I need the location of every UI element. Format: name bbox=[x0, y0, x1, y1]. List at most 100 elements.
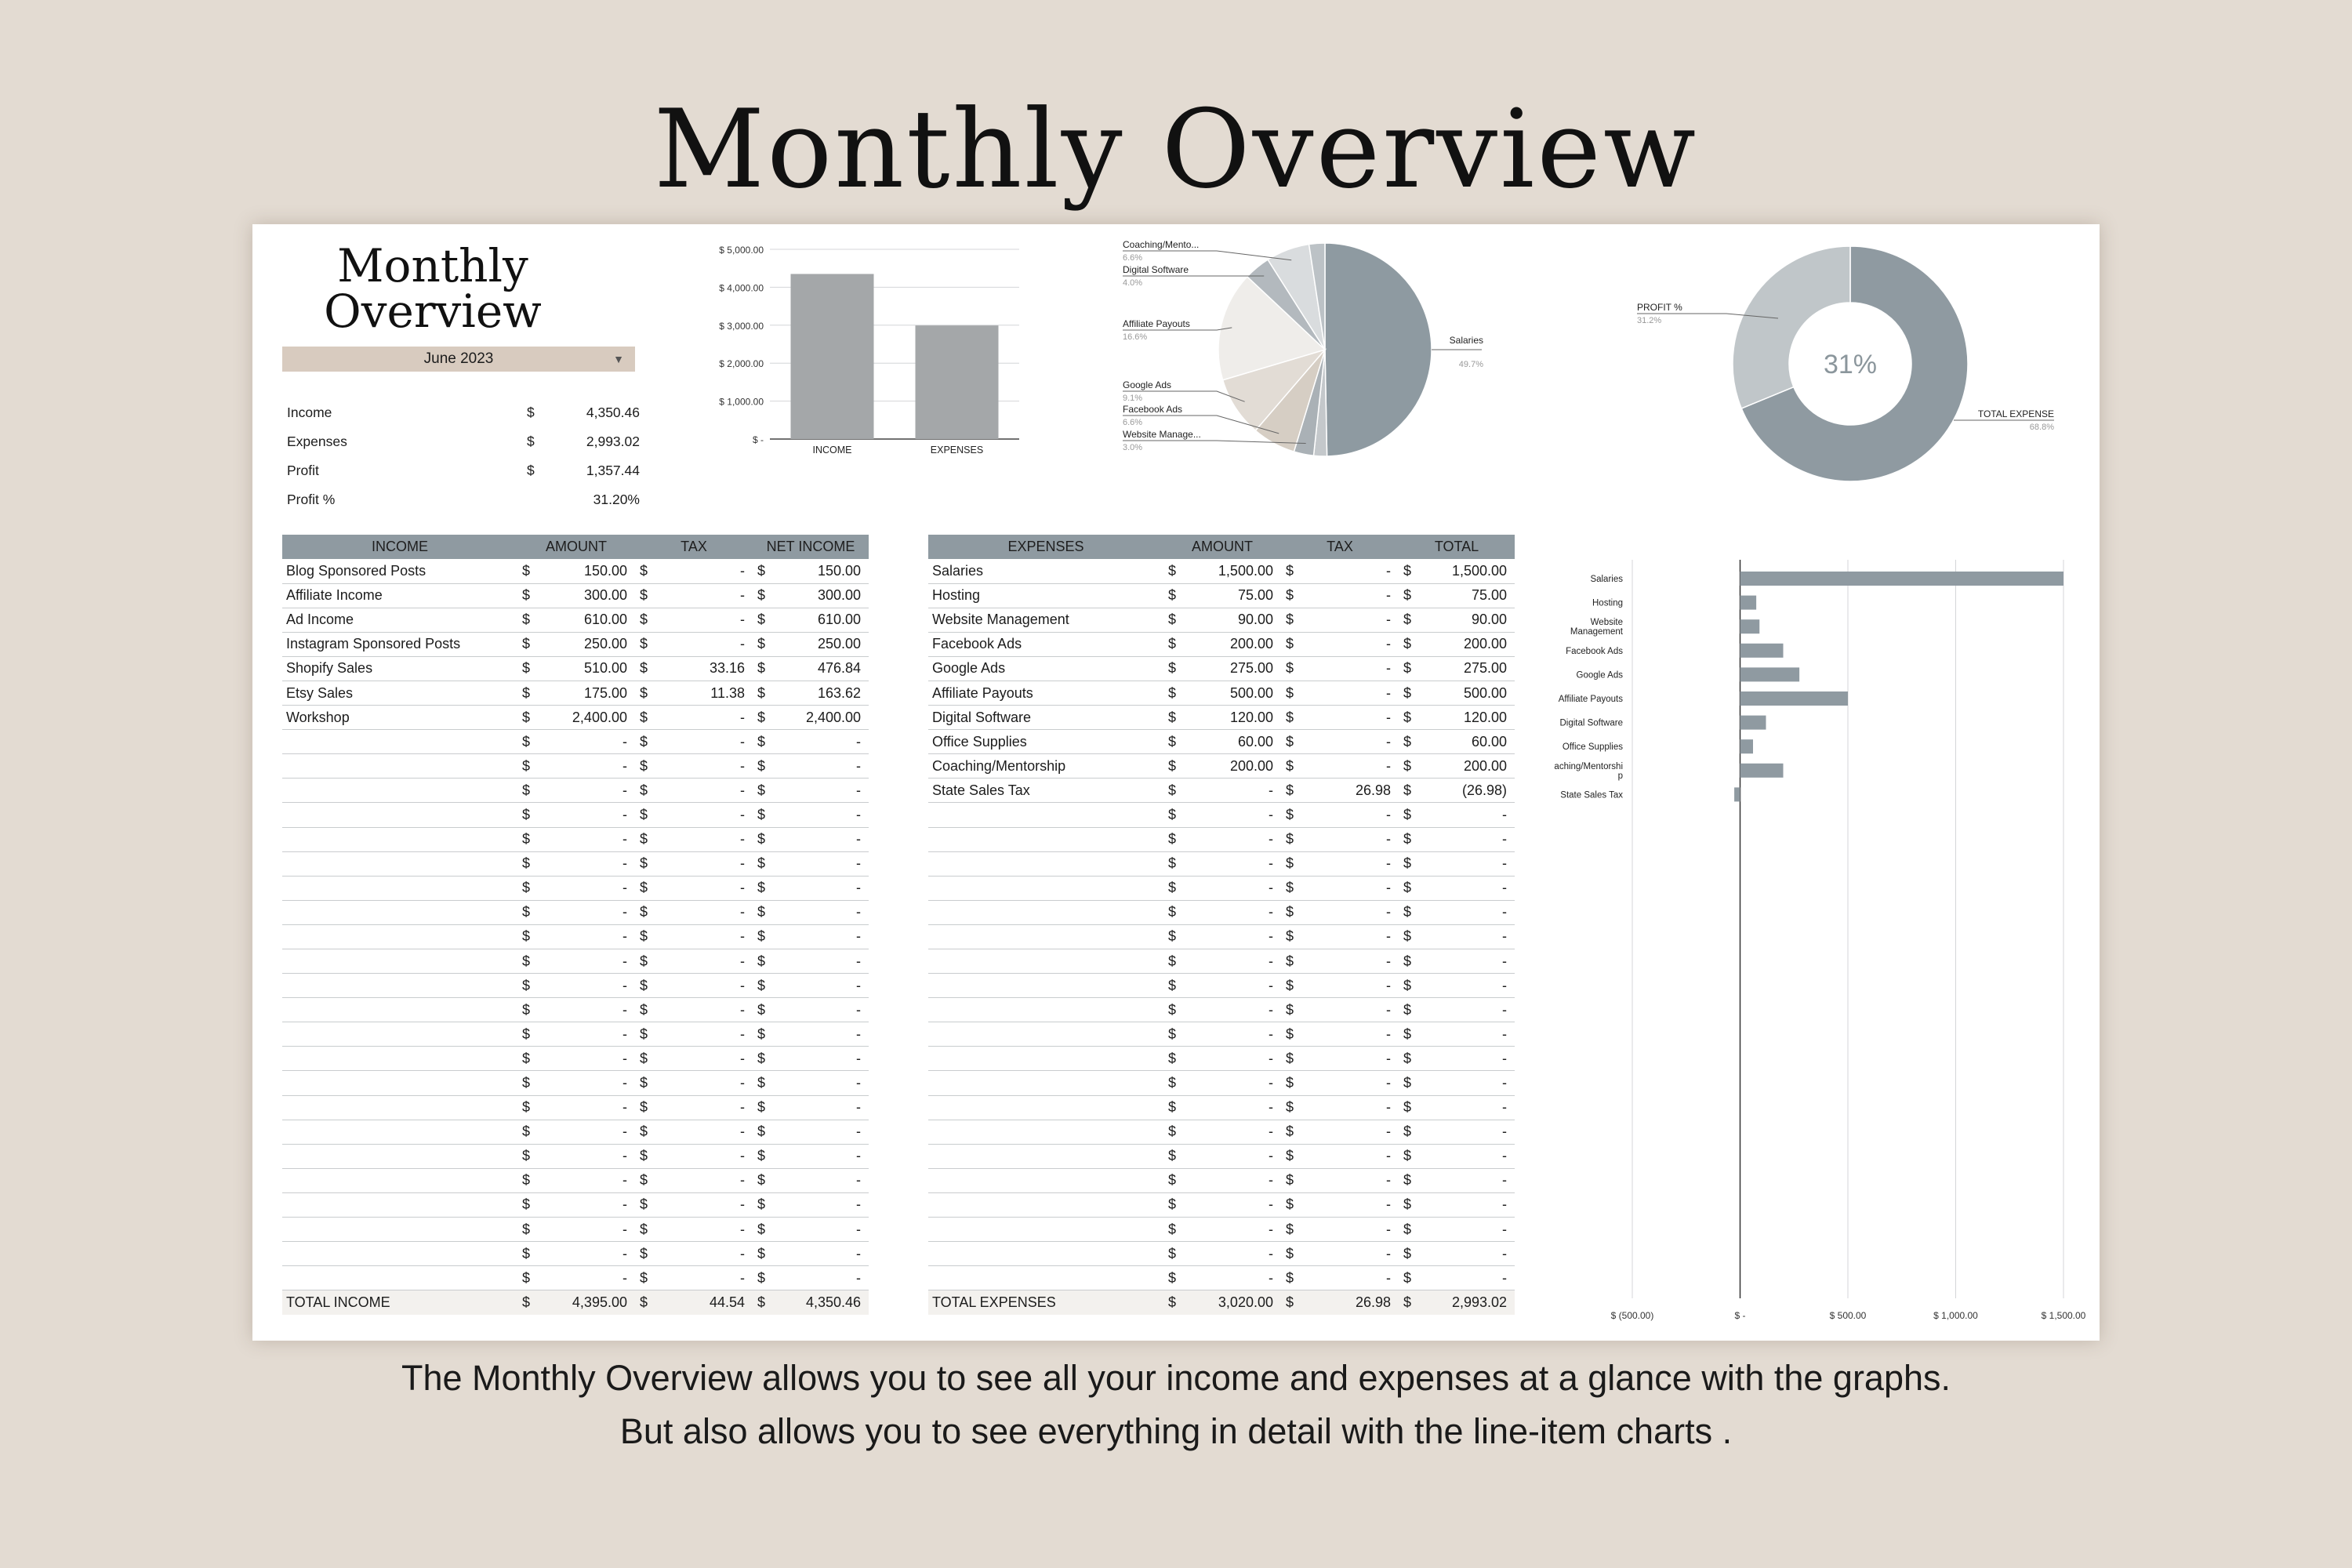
sheet-title-line-2: Overview bbox=[324, 285, 542, 338]
income-name-cell: Workshop bbox=[282, 705, 517, 731]
net-cell: 120.00 bbox=[1413, 705, 1515, 731]
expense-name-cell: TOTAL EXPENSES bbox=[928, 1290, 1163, 1315]
tax-cell: - bbox=[1295, 1144, 1399, 1169]
y-tick-label: p bbox=[1618, 771, 1623, 781]
expense-name-cell bbox=[928, 1217, 1163, 1243]
slice-label: Salaries bbox=[1450, 335, 1483, 346]
tax-cell: - bbox=[1295, 1046, 1399, 1072]
currency-cell: $ bbox=[753, 1120, 768, 1145]
expense-row: $ - $ - $ - bbox=[928, 851, 1515, 877]
summary-value: 2,993.02 bbox=[586, 434, 640, 449]
callout-line bbox=[1123, 440, 1306, 445]
amount-cell: 90.00 bbox=[1178, 608, 1281, 633]
income-row: $ - $ - $ - bbox=[282, 778, 869, 804]
x-tick-label: $ - bbox=[1734, 1310, 1745, 1321]
income-name-cell bbox=[282, 1046, 517, 1072]
tax-cell: - bbox=[1295, 753, 1399, 779]
currency-cell: $ bbox=[635, 753, 649, 779]
currency-cell: $ bbox=[635, 778, 649, 804]
net-cell: (26.98) bbox=[1413, 778, 1515, 804]
net-cell: - bbox=[1413, 1168, 1515, 1193]
bar bbox=[1740, 739, 1753, 754]
amount-cell: - bbox=[532, 1192, 635, 1218]
net-cell: - bbox=[767, 753, 869, 779]
amount-cell: - bbox=[532, 1095, 635, 1120]
currency-cell: $ bbox=[1399, 681, 1414, 706]
total-col-header: TOTAL bbox=[1399, 535, 1515, 559]
expense-name-cell bbox=[928, 1192, 1163, 1218]
tax-cell: - bbox=[1295, 1120, 1399, 1145]
currency-cell: $ bbox=[517, 583, 532, 608]
expense-row: $ - $ - $ - bbox=[928, 1265, 1515, 1291]
chevron-down-icon[interactable]: ▼ bbox=[613, 353, 624, 365]
currency-cell: $ bbox=[753, 1070, 768, 1096]
currency-cell: $ bbox=[517, 1217, 532, 1243]
y-tick-label: $ 2,000.00 bbox=[719, 358, 764, 369]
summary-block: Income $4,350.46 Expenses $2,993.02 Profit… bbox=[287, 398, 640, 514]
income-row: $ - $ - $ - bbox=[282, 753, 869, 779]
currency-cell: $ bbox=[1281, 827, 1295, 852]
currency-cell: $ bbox=[753, 608, 768, 633]
income-name-cell bbox=[282, 876, 517, 901]
month-dropdown[interactable]: June 2023 ▼ bbox=[282, 347, 635, 372]
currency-cell: $ bbox=[1399, 949, 1414, 975]
month-dropdown-value: June 2023 bbox=[423, 350, 494, 367]
net-cell: - bbox=[1413, 851, 1515, 877]
currency-cell: $ bbox=[1399, 1144, 1414, 1169]
currency-cell: $ bbox=[635, 876, 649, 901]
amount-cell: - bbox=[532, 1120, 635, 1145]
tax-cell: - bbox=[649, 705, 753, 731]
income-row: $ - $ - $ - bbox=[282, 1120, 869, 1145]
currency-cell: $ bbox=[517, 778, 532, 804]
net-cell: 300.00 bbox=[767, 583, 869, 608]
expense-row: $ - $ - $ - bbox=[928, 1168, 1515, 1193]
currency-cell: $ bbox=[753, 1265, 768, 1291]
expense-row: $ - $ - $ - bbox=[928, 1241, 1515, 1267]
currency-cell: $ bbox=[1399, 802, 1414, 828]
tax-cell: - bbox=[649, 1120, 753, 1145]
net-cell: - bbox=[1413, 997, 1515, 1023]
amount-cell: - bbox=[1178, 1022, 1281, 1047]
currency-cell: $ bbox=[1281, 1022, 1295, 1047]
net-cell: - bbox=[767, 900, 869, 925]
slice-percent: 6.6% bbox=[1123, 253, 1142, 263]
currency-cell: $ bbox=[1163, 1144, 1178, 1169]
net-cell: - bbox=[1413, 973, 1515, 999]
currency-cell: $ bbox=[1163, 802, 1178, 828]
amount-cell: - bbox=[532, 1168, 635, 1193]
bar bbox=[1740, 715, 1766, 730]
amount-cell: 200.00 bbox=[1178, 753, 1281, 779]
expense-name-cell bbox=[928, 924, 1163, 950]
income-name-cell bbox=[282, 900, 517, 925]
currency-cell: $ bbox=[1163, 900, 1178, 925]
tax-cell: - bbox=[649, 729, 753, 755]
expense-name-cell bbox=[928, 802, 1163, 828]
currency-cell: $ bbox=[635, 900, 649, 925]
tax-cell: - bbox=[649, 1241, 753, 1267]
currency-cell: $ bbox=[517, 1265, 532, 1291]
slice-label: TOTAL EXPENSE bbox=[1978, 408, 2054, 419]
expense-row: Salaries $1,500.00 $ - $1,500.00 bbox=[928, 559, 1515, 584]
tax-cell: - bbox=[649, 1192, 753, 1218]
net-cell: - bbox=[767, 802, 869, 828]
expense-row: Affiliate Payouts $500.00 $ - $500.00 bbox=[928, 681, 1515, 706]
tax-cell: - bbox=[1295, 583, 1399, 608]
expense-row: Office Supplies $60.00 $ - $60.00 bbox=[928, 729, 1515, 755]
income-name-cell bbox=[282, 827, 517, 852]
tax-cell: - bbox=[649, 949, 753, 975]
expense-name-cell: Hosting bbox=[928, 583, 1163, 608]
tax-col-header: TAX bbox=[635, 535, 753, 559]
slice-label: Facebook Ads bbox=[1123, 404, 1182, 415]
net-cell: 1,500.00 bbox=[1413, 559, 1515, 584]
amount-cell: - bbox=[532, 900, 635, 925]
currency-cell: $ bbox=[1163, 1241, 1178, 1267]
tax-cell: - bbox=[1295, 1022, 1399, 1047]
slice-percent: 6.6% bbox=[1123, 418, 1142, 427]
net-cell: - bbox=[1413, 1022, 1515, 1047]
currency-cell: $ bbox=[1281, 876, 1295, 901]
y-tick-label: $ 5,000.00 bbox=[719, 245, 764, 256]
net-cell: 60.00 bbox=[1413, 729, 1515, 755]
amount-cell: - bbox=[532, 851, 635, 877]
income-name-cell: Shopify Sales bbox=[282, 656, 517, 681]
amount-cell: - bbox=[1178, 1144, 1281, 1169]
